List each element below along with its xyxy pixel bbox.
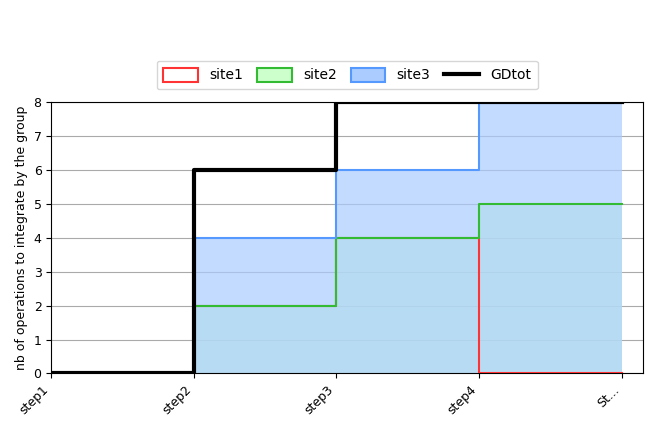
Polygon shape (194, 204, 622, 373)
Legend: site1, site2, site3, GDtot: site1, site2, site3, GDtot (157, 60, 538, 89)
Polygon shape (194, 102, 622, 373)
Y-axis label: nb of operations to integrate by the group: nb of operations to integrate by the gro… (15, 106, 28, 370)
